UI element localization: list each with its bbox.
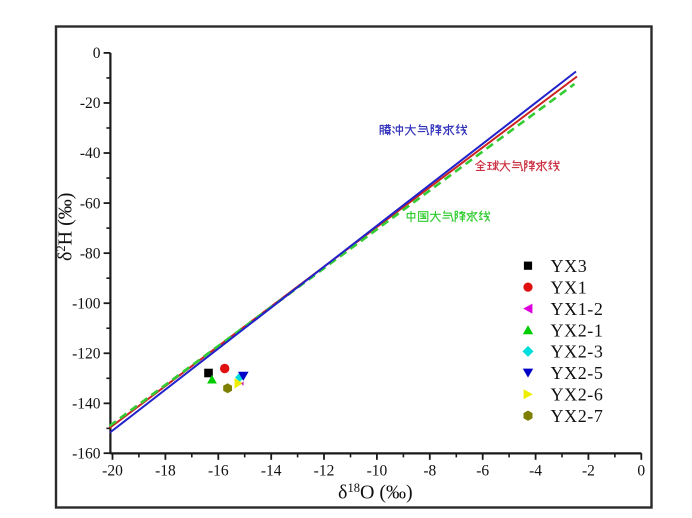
svg-text:-80: -80 <box>80 245 101 262</box>
svg-text:-10: -10 <box>367 463 388 480</box>
svg-text:-12: -12 <box>314 463 335 480</box>
svg-text:-2: -2 <box>582 463 595 480</box>
svg-text:-40: -40 <box>80 145 101 162</box>
svg-text:-160: -160 <box>72 445 101 462</box>
svg-text:δ2H (‰): δ2H (‰) <box>54 193 77 261</box>
svg-text:0: 0 <box>637 463 645 480</box>
svg-text:YX2-1: YX2-1 <box>551 320 604 340</box>
svg-text:-140: -140 <box>72 396 101 413</box>
svg-text:YX2-6: YX2-6 <box>551 385 604 405</box>
svg-text:-100: -100 <box>72 295 101 312</box>
svg-text:-60: -60 <box>80 195 101 212</box>
svg-text:-120: -120 <box>72 346 101 363</box>
svg-text:-20: -20 <box>102 463 123 480</box>
svg-text:-20: -20 <box>80 95 101 112</box>
svg-text:YX2-5: YX2-5 <box>551 363 604 383</box>
svg-text:YX3: YX3 <box>551 256 588 276</box>
svg-text:-6: -6 <box>476 463 489 480</box>
svg-text:-16: -16 <box>208 463 229 480</box>
svg-text:-4: -4 <box>529 463 542 480</box>
svg-text:-14: -14 <box>261 463 282 480</box>
svg-text:-8: -8 <box>423 463 436 480</box>
svg-text:YX2-3: YX2-3 <box>551 342 604 362</box>
svg-text:0: 0 <box>93 45 101 62</box>
svg-text:-18: -18 <box>155 463 176 480</box>
svg-text:YX1: YX1 <box>551 277 588 297</box>
svg-text:YX2-7: YX2-7 <box>551 406 604 426</box>
svg-text:YX1-2: YX1-2 <box>551 299 604 319</box>
